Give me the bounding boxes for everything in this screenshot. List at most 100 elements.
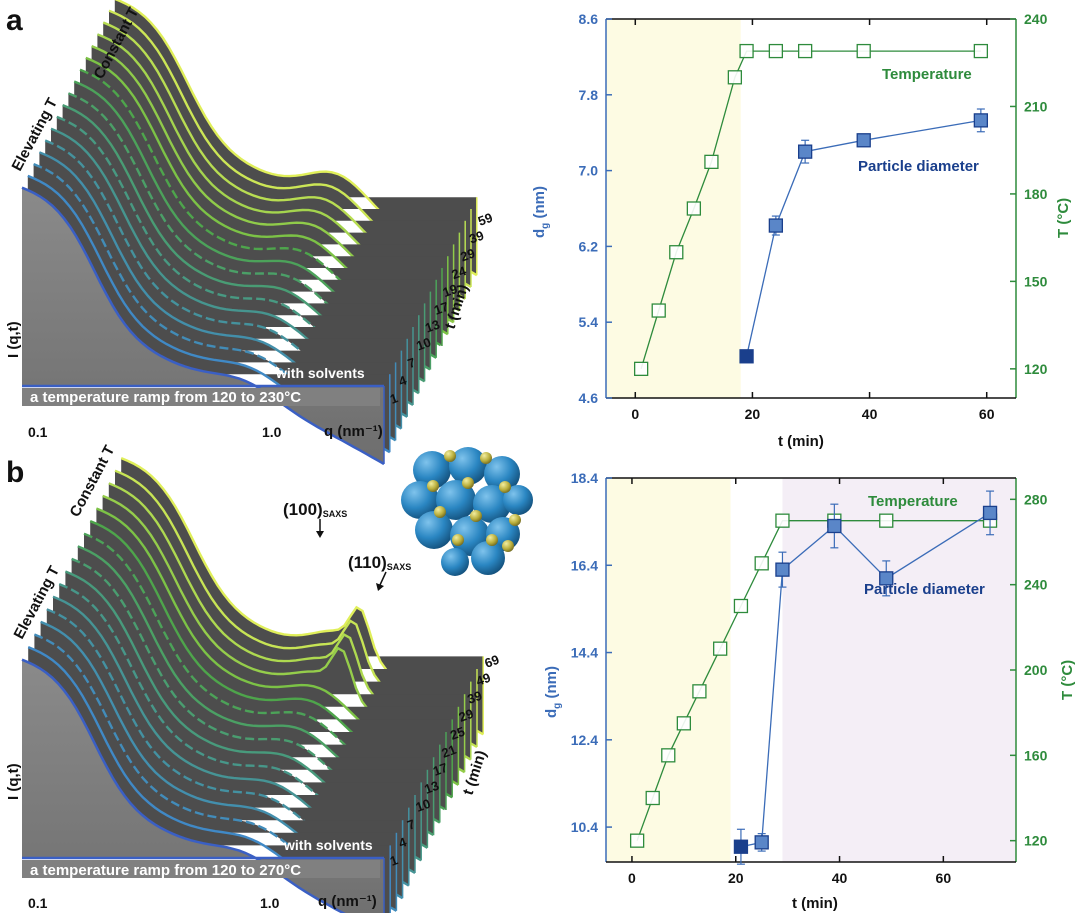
waterfall-layer-fill bbox=[90, 521, 453, 798]
y-left-tick-label: 12.4 bbox=[571, 732, 598, 748]
temperature-point bbox=[768, 43, 784, 59]
waterfall-base-strip bbox=[22, 388, 380, 406]
ramp-note-b: a temperature ramp from 120 to 270°C bbox=[30, 862, 301, 879]
x-tick-label: 20 bbox=[745, 406, 761, 422]
shaded-region-yellow bbox=[606, 19, 741, 398]
peak-110-sub: SAXS bbox=[387, 562, 412, 572]
x-tick-b-1: 1.0 bbox=[260, 895, 280, 911]
diameter-point bbox=[733, 839, 749, 854]
waterfall-plot-a: a Constant T Elevating T I (q,t) with so… bbox=[5, 0, 495, 466]
t-tick-label: 13 bbox=[422, 778, 441, 797]
x-label-b: t (min) bbox=[792, 895, 838, 912]
small-sphere bbox=[486, 534, 498, 546]
diameter-annotation-a: Particle diameter bbox=[858, 158, 979, 175]
peak-100-arrowhead bbox=[316, 531, 324, 538]
temperature-point bbox=[651, 303, 666, 318]
waterfall-layer-fill bbox=[80, 69, 442, 346]
t-tick-label: 7 bbox=[405, 355, 417, 372]
waterfall-layer-fill bbox=[34, 634, 397, 911]
temperature-point bbox=[704, 154, 719, 170]
solvent-note-b: with solvents bbox=[283, 837, 373, 853]
temperature-annotation-a: Temperature bbox=[882, 66, 972, 83]
y-right-tick-label: 180 bbox=[1024, 186, 1048, 202]
t-tick-label: 1 bbox=[388, 390, 400, 407]
panel-label-a: a bbox=[6, 4, 23, 37]
temperature-point bbox=[973, 43, 989, 59]
y-right-tick-label: 240 bbox=[1024, 11, 1048, 27]
t-tick-label: 17 bbox=[431, 760, 450, 779]
temperature-point bbox=[676, 716, 691, 731]
temperature-point bbox=[754, 556, 769, 571]
y-right-tick-label: 160 bbox=[1024, 747, 1048, 763]
x-tick-label: 60 bbox=[979, 406, 995, 422]
plot-area-b: 0 20 40 60 10.4 12.4 14.4 16.4 18.4 120 160 200 240 2… bbox=[571, 470, 1048, 886]
small-sphere bbox=[434, 506, 446, 518]
peak-100-label: (100)SAXS bbox=[283, 500, 347, 519]
t-tick-label: 1 bbox=[388, 852, 400, 869]
waterfall-layer-fill bbox=[53, 596, 415, 873]
waterfall-layers-b bbox=[21, 456, 484, 913]
x-label-a: t (min) bbox=[778, 433, 824, 450]
waterfall-curve bbox=[21, 186, 385, 466]
plot-area-a: 0 20 40 60 4.6 5.4 6.2 7.0 7.8 8.6 120 150 180 210 240 bbox=[579, 11, 1048, 422]
waterfall-layer-fill bbox=[96, 508, 459, 785]
waterfall-layer-fill bbox=[71, 558, 434, 836]
solvent-note-a: with solvents bbox=[275, 365, 365, 381]
temperature-point bbox=[856, 43, 871, 59]
t-tick-label: 10 bbox=[414, 796, 433, 815]
t-tick-label: 69 bbox=[482, 652, 501, 671]
diameter-line bbox=[745, 119, 982, 357]
waterfall-layer-fill bbox=[22, 659, 384, 913]
waterfall-layer-fill bbox=[27, 175, 390, 453]
y-right-tick-label: 210 bbox=[1024, 98, 1048, 114]
temperature-point bbox=[661, 748, 676, 763]
big-sphere bbox=[413, 451, 451, 489]
x-tick-a-0: 0.1 bbox=[28, 424, 48, 440]
small-sphere bbox=[499, 481, 511, 493]
y-left-tick-label: 10.4 bbox=[571, 819, 598, 835]
y-axis-label-a: I (q,t) bbox=[5, 321, 22, 358]
t-tick-label: 19 bbox=[441, 281, 460, 300]
y-right-tick-label: 280 bbox=[1024, 491, 1048, 507]
temperature-point bbox=[739, 43, 754, 59]
waterfall-layer-fill bbox=[77, 546, 440, 823]
waterfall-layer-fill bbox=[74, 81, 437, 358]
diameter-point bbox=[754, 835, 769, 850]
temperature-point bbox=[692, 684, 707, 699]
y-right-label-b: T (°C) bbox=[1059, 660, 1076, 700]
y-left-tick-label: 5.4 bbox=[579, 314, 599, 330]
temperature-point bbox=[713, 641, 728, 656]
waterfall-layer-fill bbox=[45, 140, 408, 417]
waterfall-layer-fill bbox=[102, 495, 465, 773]
waterfall-layer-fill bbox=[62, 105, 425, 382]
waterfall-layer-fill bbox=[51, 128, 413, 405]
big-sphere bbox=[436, 480, 476, 520]
y-right-tick-label: 120 bbox=[1024, 833, 1048, 849]
t-tick-label: 17 bbox=[432, 299, 451, 318]
temperature-point bbox=[669, 245, 684, 260]
x-tick-a-1: 1.0 bbox=[262, 424, 282, 440]
waterfall-layers-a bbox=[21, 0, 478, 466]
x-axis-label-b: q (nm⁻¹) bbox=[318, 893, 377, 910]
y-left-tick-label: 18.4 bbox=[571, 470, 598, 486]
diameter-point bbox=[879, 571, 894, 586]
temperature-point bbox=[645, 790, 660, 806]
peak-110-arrowhead bbox=[376, 583, 384, 591]
waterfall-layer-fill bbox=[85, 57, 448, 335]
temperature-point bbox=[733, 598, 749, 614]
y-axis-label-b: I (q,t) bbox=[5, 763, 22, 800]
peak-100-annotation: (100)SAXS bbox=[283, 500, 347, 538]
temperature-annotation-b: Temperature bbox=[868, 493, 958, 510]
waterfall-layer-fill bbox=[40, 621, 403, 899]
peak-110-label: (110)SAXS bbox=[348, 553, 411, 572]
t-tick-label: 29 bbox=[457, 706, 476, 725]
diameter-point bbox=[856, 133, 871, 148]
peak-100-index: (100) bbox=[283, 500, 323, 519]
waterfall-layer-fill bbox=[114, 0, 477, 276]
t-tick-label: 24 bbox=[449, 263, 468, 282]
small-sphere bbox=[509, 514, 521, 526]
waterfall-layer-fill bbox=[33, 164, 396, 441]
y-left-tick-label: 6.2 bbox=[579, 238, 599, 254]
temperature-point bbox=[797, 43, 813, 59]
